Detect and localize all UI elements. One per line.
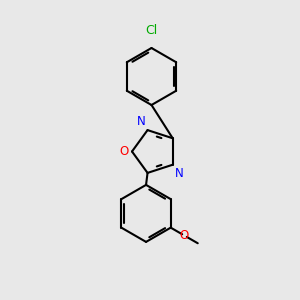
Text: O: O: [119, 145, 128, 158]
Text: N: N: [136, 115, 145, 128]
Text: N: N: [175, 167, 184, 180]
Text: Cl: Cl: [146, 24, 158, 37]
Text: O: O: [180, 229, 189, 242]
